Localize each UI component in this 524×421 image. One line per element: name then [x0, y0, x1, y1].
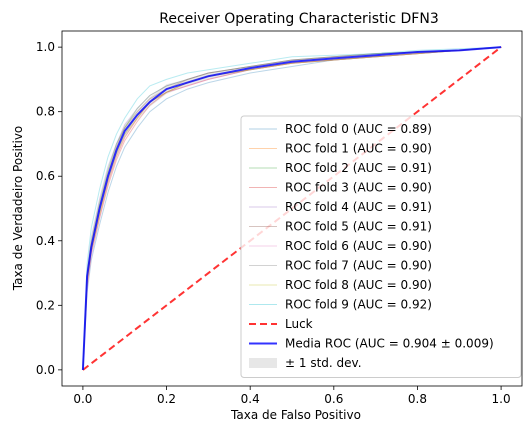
series-line-4 — [82, 46, 502, 370]
legend: ROC fold 0 (AUC = 0.89) ROC fold 1 (AUC =… — [240, 115, 522, 378]
x-tick-label-1: 0.2 — [157, 392, 176, 406]
y-tick-label-0: 0.0 — [36, 363, 55, 377]
x-tick-label-4: 0.8 — [408, 392, 427, 406]
legend-label-10: Luck — [285, 317, 313, 331]
legend-label-1: ROC fold 1 (AUC = 0.90) — [285, 142, 432, 156]
legend-label-7: ROC fold 7 (AUC = 0.90) — [285, 259, 432, 273]
series-line-9 — [82, 46, 502, 370]
legend-label-5: ROC fold 5 (AUC = 0.91) — [285, 220, 432, 234]
plot-area — [81, 46, 502, 371]
y-axis-label: Taxa de Verdadeiro Positivo — [11, 126, 25, 292]
legend-label-9: ROC fold 9 (AUC = 0.92) — [285, 298, 432, 312]
x-axis-label: Taxa de Falso Positivo — [230, 408, 361, 421]
y-tick-label-1: 0.2 — [36, 298, 55, 312]
x-tick-label-5: 1.0 — [492, 392, 511, 406]
legend-label-3: ROC fold 3 (AUC = 0.90) — [285, 181, 432, 195]
x-tick-label-0: 0.0 — [73, 392, 92, 406]
legend-label-6: ROC fold 6 (AUC = 0.90) — [285, 239, 432, 253]
series-line-1 — [82, 46, 502, 370]
y-tick-label-5: 1.0 — [36, 40, 55, 54]
x-tick-label-3: 0.6 — [324, 392, 343, 406]
y-tick-label-3: 0.6 — [36, 169, 55, 183]
series-line-3 — [82, 46, 502, 370]
chart-title: Receiver Operating Characteristic DFN3 — [159, 11, 439, 27]
axes-frame — [61, 30, 523, 387]
x-tick-label-2: 0.4 — [241, 392, 260, 406]
axes: 0.0 0.2 0.4 0.6 0.8 1.0 0.0 0.2 0.4 0.6 0.8 1.0 — [36, 30, 523, 406]
legend-label-8: ROC fold 8 (AUC = 0.90) — [285, 278, 432, 292]
series-line-2 — [82, 46, 502, 370]
series-line-0 — [82, 46, 502, 370]
legend-label-4: ROC fold 4 (AUC = 0.91) — [285, 200, 432, 214]
legend-label-11: Media ROC (AUC = 0.904 ± 0.009) — [285, 337, 494, 351]
y-tick-label-4: 0.8 — [36, 105, 55, 119]
legend-label-std: ± 1 std. dev. — [285, 356, 362, 370]
legend-box — [240, 115, 522, 378]
series-line-8 — [82, 46, 502, 370]
legend-swatch-std — [249, 358, 277, 368]
series-line-11 — [81, 46, 502, 370]
legend-label-0: ROC fold 0 (AUC = 0.89) — [285, 122, 432, 136]
series-line-6 — [82, 46, 502, 370]
legend-label-2: ROC fold 2 (AUC = 0.91) — [285, 161, 432, 175]
y-tick-label-2: 0.4 — [36, 234, 55, 248]
